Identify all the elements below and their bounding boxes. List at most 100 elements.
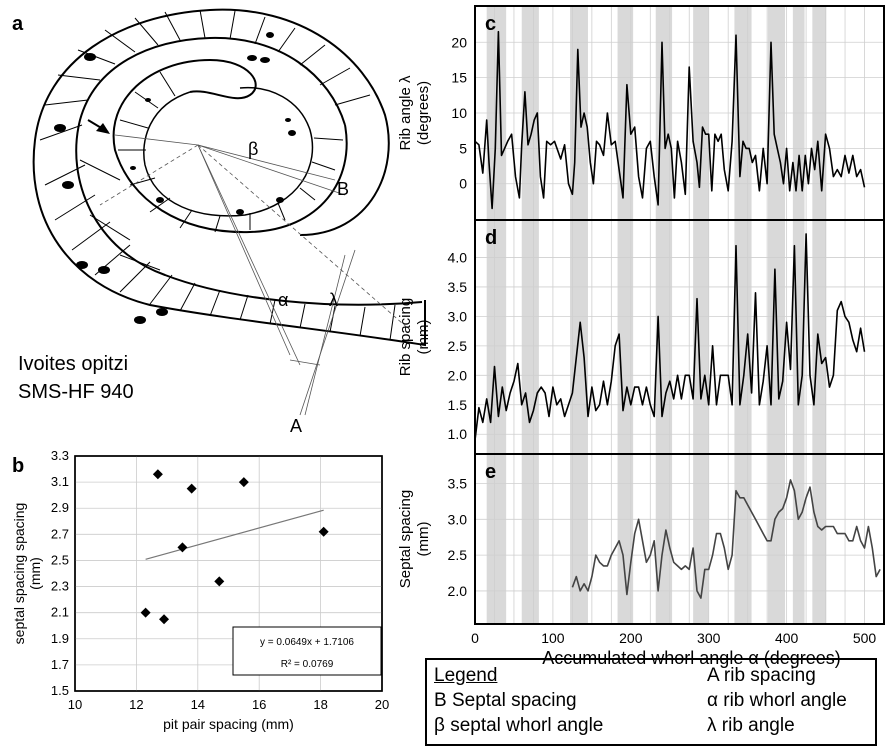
specimen-id: SMS-HF 940 bbox=[18, 381, 134, 403]
y-axis-label-unit: (degrees) bbox=[415, 81, 432, 145]
y-tick-label: 2.3 bbox=[51, 579, 69, 594]
legend-item: A rib spacing bbox=[707, 665, 816, 686]
series-line bbox=[474, 233, 866, 441]
r-squared-text: R² = 0.0769 bbox=[281, 659, 334, 670]
shaded-band bbox=[693, 454, 709, 624]
panel-e-letter: e bbox=[485, 461, 496, 483]
data-point bbox=[140, 607, 151, 618]
x-tick-label: 0 bbox=[471, 630, 479, 646]
shaded-band bbox=[812, 220, 827, 454]
shaded-band bbox=[521, 454, 539, 624]
y-axis-label: Septal spacing(mm) bbox=[397, 490, 432, 588]
plot-border bbox=[74, 455, 383, 692]
y-tick-label: 2.5 bbox=[448, 338, 468, 354]
y-tick-label: 2.1 bbox=[51, 605, 69, 620]
panel-d-letter: d bbox=[485, 227, 497, 249]
legend-item: λ rib angle bbox=[707, 715, 795, 736]
legend-item: β septal whorl angle bbox=[434, 715, 604, 736]
y-tick-label: 2.5 bbox=[51, 552, 69, 567]
data-point bbox=[152, 469, 163, 480]
panel-c-letter: c bbox=[485, 13, 496, 35]
line-charts-cde: 0 5 10 15 20 Rib angle λ(degrees) 1.0 1.5 2.0 2.5… bbox=[397, 5, 885, 668]
y-tick-label: 1.9 bbox=[51, 631, 69, 646]
y-tick-label: 2.5 bbox=[448, 547, 468, 563]
lambda-label: λ bbox=[329, 290, 338, 310]
x-tick-label: 12 bbox=[129, 697, 143, 712]
legend-left-column: Legend B Septal spacing β septal whorl a… bbox=[434, 663, 603, 738]
y-tick-label: 2.9 bbox=[51, 500, 69, 515]
y-tick-label: 1.5 bbox=[448, 397, 468, 413]
y-axis-label-line: Rib angle λ bbox=[397, 75, 414, 151]
y-tick-label: 3.3 bbox=[51, 448, 69, 463]
y-axis-label: septal spacing spacing(mm) bbox=[11, 503, 43, 645]
y-tick-label: 3.5 bbox=[448, 475, 468, 491]
shaded-band bbox=[792, 454, 805, 624]
panel-a: a bbox=[12, 8, 426, 436]
data-point bbox=[214, 576, 225, 587]
series-line bbox=[571, 479, 881, 599]
plot-frame bbox=[474, 453, 885, 625]
y-axis-label: Rib angle λ(degrees) bbox=[397, 75, 432, 151]
y-tick-label: 10 bbox=[451, 105, 467, 121]
shaded-band bbox=[486, 454, 507, 624]
x-tick-label: 400 bbox=[775, 630, 799, 646]
x-tick-label: 10 bbox=[68, 697, 82, 712]
y-axis-label-line: Rib spacing bbox=[397, 298, 414, 376]
x-tick-label: 200 bbox=[619, 630, 643, 646]
shaded-band bbox=[792, 220, 805, 454]
scatter-chart-b: 10 12 14 16 18 20 1.5 1.7 1.9 2.1 2.3 2.5 2.7 2.9 3.1 3… bbox=[11, 448, 389, 732]
y-axis-label-line: septal spacing spacing bbox=[11, 503, 27, 645]
legend-title: Legend bbox=[434, 665, 498, 686]
beta-label: β bbox=[248, 139, 258, 159]
x-tick-label: 300 bbox=[697, 630, 721, 646]
data-point bbox=[177, 542, 188, 553]
data-point bbox=[238, 477, 249, 488]
y-tick-label: 3.0 bbox=[448, 308, 468, 324]
shaded-band bbox=[812, 454, 827, 624]
x-tick-label: 20 bbox=[375, 697, 389, 712]
data-point bbox=[318, 526, 329, 537]
shaded-band bbox=[693, 220, 709, 454]
B-label: B bbox=[337, 179, 349, 199]
y-tick-label: 1.5 bbox=[51, 683, 69, 698]
y-tick-label: 2.0 bbox=[448, 583, 468, 599]
panel-a-letter: a bbox=[12, 13, 24, 35]
data-point bbox=[159, 614, 170, 625]
x-tick-label: 500 bbox=[853, 630, 877, 646]
legend-item: α rib whorl angle bbox=[707, 690, 847, 711]
y-axis-label-unit: (mm) bbox=[415, 522, 432, 557]
trendline bbox=[145, 509, 324, 560]
data-point bbox=[186, 483, 197, 494]
y-tick-label: 1.7 bbox=[51, 657, 69, 672]
series-line bbox=[474, 30, 866, 210]
species-name: Ivoites opitzi bbox=[18, 353, 128, 375]
x-tick-label: 18 bbox=[313, 697, 327, 712]
panel-b-letter: b bbox=[12, 455, 24, 477]
y-tick-label: 1.0 bbox=[448, 426, 468, 442]
y-tick-label: 20 bbox=[451, 34, 467, 50]
y-tick-label: 2.7 bbox=[51, 526, 69, 541]
alpha-label: α bbox=[278, 290, 288, 310]
x-axis-label: pit pair spacing (mm) bbox=[163, 716, 294, 732]
x-tick-label: 14 bbox=[191, 697, 205, 712]
equation-box bbox=[232, 626, 382, 676]
y-axis-label-line: Septal spacing bbox=[397, 490, 414, 588]
y-axis-label-unit: (mm) bbox=[27, 557, 43, 590]
y-tick-label: 5 bbox=[459, 140, 467, 156]
legend-item: B Septal spacing bbox=[434, 690, 577, 711]
y-tick-label: 0 bbox=[459, 176, 467, 192]
y-axis-label: Rib spacing(mm) bbox=[397, 298, 432, 376]
y-tick-label: 3.5 bbox=[448, 279, 468, 295]
panel-b: b 10 12 14 16 18 20 1.5 1.7 1.9 2.1 2.3 2.5 2.7 2.9 3.… bbox=[11, 448, 389, 732]
legend-box: Legend B Septal spacing β septal whorl a… bbox=[425, 658, 877, 746]
shaded-band bbox=[767, 454, 786, 624]
x-tick-label: 16 bbox=[252, 697, 266, 712]
shaded-band bbox=[655, 220, 673, 454]
equation-text: y = 0.0649x + 1.7106 bbox=[260, 637, 354, 648]
legend-right-column: A rib spacing α rib whorl angle λ rib an… bbox=[707, 663, 847, 738]
x-tick-label: 100 bbox=[541, 630, 565, 646]
y-axis-label-unit: (mm) bbox=[415, 320, 432, 355]
ammonite-drawing bbox=[32, 8, 426, 416]
y-tick-label: 3.1 bbox=[51, 474, 69, 489]
